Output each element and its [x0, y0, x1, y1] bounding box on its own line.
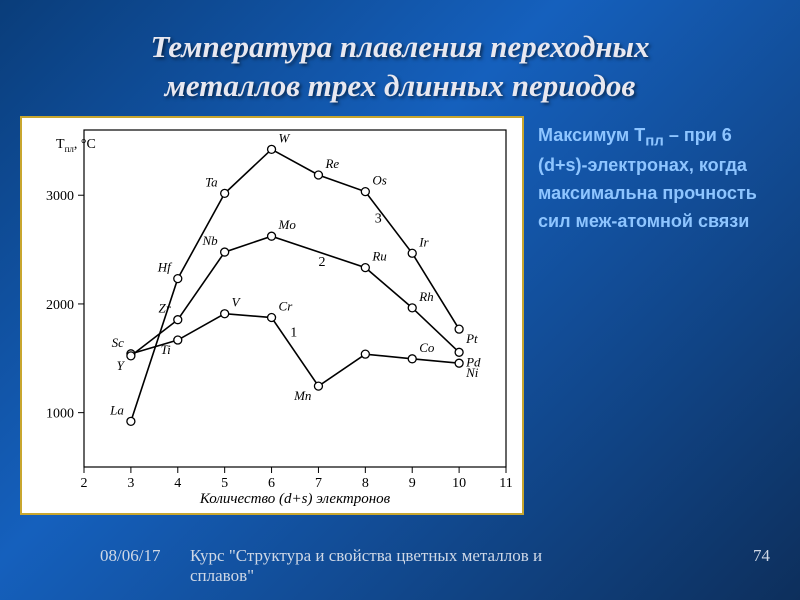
title-line-1: Температура плавления переходных	[150, 29, 649, 64]
svg-text:2: 2	[318, 254, 325, 269]
svg-text:Ru: Ru	[371, 248, 387, 263]
svg-text:9: 9	[409, 476, 416, 491]
svg-text:V: V	[232, 294, 242, 309]
svg-text:Pt: Pt	[465, 331, 478, 346]
svg-text:3: 3	[127, 476, 134, 491]
svg-text:Rh: Rh	[418, 288, 433, 303]
svg-text:Hf: Hf	[157, 259, 173, 274]
svg-text:Nb: Nb	[201, 233, 218, 248]
slide-footer: 08/06/17 Курс "Структура и свойства цвет…	[100, 546, 770, 586]
svg-text:Cr: Cr	[279, 298, 294, 313]
svg-text:7: 7	[315, 476, 322, 491]
svg-text:11: 11	[499, 476, 512, 491]
slide-title: Температура плавления переходных металло…	[0, 0, 800, 116]
svg-text:1: 1	[290, 325, 297, 340]
svg-text:La: La	[109, 402, 124, 417]
svg-text:Mn: Mn	[293, 388, 311, 403]
svg-text:Ti: Ti	[161, 342, 172, 357]
svg-text:Ir: Ir	[418, 234, 429, 249]
svg-text:Re: Re	[324, 156, 339, 171]
content-area: 2 3 4 5 6 7 8 9 10 11 1000 2000 3000 Tпл, °C Количеств…	[0, 116, 800, 515]
svg-text:3: 3	[375, 211, 382, 226]
svg-text:Y: Y	[117, 357, 126, 372]
melting-point-chart: 2 3 4 5 6 7 8 9 10 11 1000 2000 3000 Tпл, °C Количеств…	[22, 118, 518, 509]
svg-text:Co: Co	[419, 339, 435, 354]
svg-text:Mo: Mo	[278, 217, 297, 232]
side-commentary: Максимум Tпл – при 6 (d+s)-электронах, к…	[524, 116, 780, 515]
svg-text:4: 4	[174, 476, 181, 491]
svg-text:1000: 1000	[46, 406, 74, 421]
svg-text:Количество (d+s) электронов: Количество (d+s) электронов	[199, 491, 391, 507]
svg-text:Os: Os	[372, 172, 386, 187]
svg-text:2: 2	[81, 476, 88, 491]
chart-container: 2 3 4 5 6 7 8 9 10 11 1000 2000 3000 Tпл, °C Количеств…	[20, 116, 524, 515]
footer-page-number: 74	[730, 546, 770, 586]
svg-text:2000: 2000	[46, 297, 74, 312]
svg-text:W: W	[279, 130, 291, 145]
svg-text:3000: 3000	[46, 189, 74, 204]
svg-text:Pd: Pd	[465, 354, 481, 369]
svg-text:Tпл, °C: Tпл, °C	[56, 137, 96, 154]
footer-course: Курс "Структура и свойства цветных метал…	[190, 546, 730, 586]
svg-text:8: 8	[362, 476, 369, 491]
svg-text:Sc: Sc	[112, 334, 125, 349]
svg-text:Ta: Ta	[205, 174, 218, 189]
svg-text:5: 5	[221, 476, 228, 491]
svg-text:6: 6	[268, 476, 275, 491]
title-line-2: металлов трех длинных периодов	[165, 68, 636, 103]
footer-date: 08/06/17	[100, 546, 190, 586]
svg-text:10: 10	[452, 476, 466, 491]
